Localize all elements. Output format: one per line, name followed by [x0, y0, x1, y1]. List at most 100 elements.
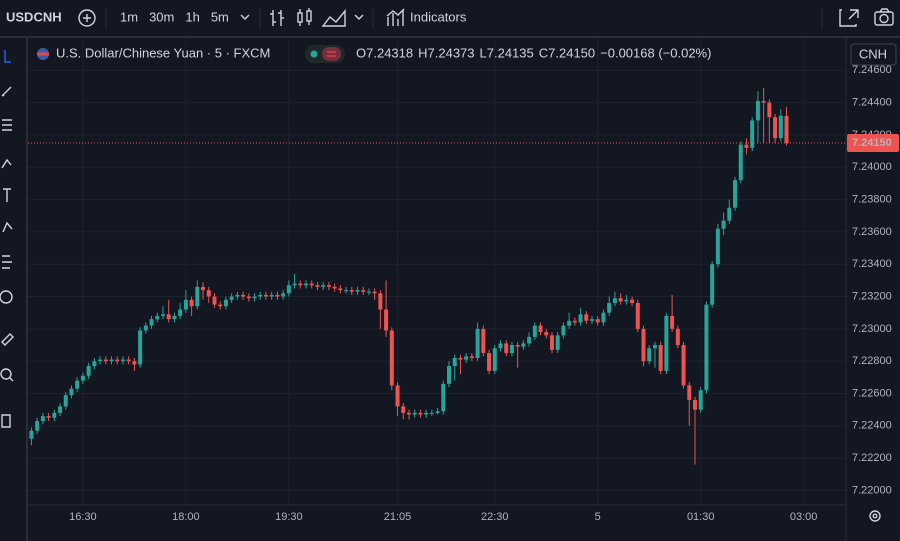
candle-body	[561, 325, 566, 336]
intervals: 1m 30m 1h 5m	[120, 9, 229, 24]
candle-body	[69, 388, 74, 396]
candle-body	[275, 294, 280, 297]
candle-body	[532, 325, 537, 337]
candle-body	[441, 383, 446, 412]
candle-body	[229, 296, 234, 300]
candle-body	[29, 430, 34, 439]
candle-body	[378, 293, 383, 310]
candle-body	[595, 319, 600, 323]
candle-body	[715, 228, 720, 265]
candle-body	[492, 348, 497, 371]
candle-body	[755, 101, 760, 121]
candle-body	[263, 294, 268, 297]
candle-body	[481, 328, 486, 354]
indicators-button[interactable]: Indicators	[386, 8, 467, 26]
market-badge-icon	[327, 51, 336, 57]
last-price-label: 7.24150	[852, 137, 892, 149]
candle-body	[241, 294, 246, 297]
candle-body	[475, 328, 480, 358]
symbol[interactable]: USDCNH	[6, 9, 62, 24]
candle-body	[246, 296, 251, 299]
candle-body	[572, 320, 577, 323]
candle-body	[670, 315, 675, 329]
x-tick-label: 18:00	[172, 511, 200, 523]
candle-style-button[interactable]	[297, 8, 312, 26]
candle-body	[361, 290, 366, 292]
interval-button[interactable]: 1h	[185, 9, 199, 24]
candle-body	[607, 303, 612, 313]
candle-body	[549, 335, 554, 350]
candle-body	[332, 286, 337, 289]
x-tick-label: 21:05	[384, 511, 412, 523]
candle-body	[767, 102, 772, 118]
top-toolbar	[0, 0, 900, 36]
candle-body	[447, 366, 452, 384]
candle-body	[692, 399, 697, 410]
grid: 7.22000 7.22200 7.22400 7.22600 7.22800 7.230…	[28, 38, 892, 523]
candle-body	[166, 314, 171, 320]
area-style-button[interactable]	[321, 9, 346, 27]
candle-body	[412, 412, 417, 415]
candle-body	[710, 264, 715, 305]
candle-body	[704, 304, 709, 391]
y-tick-label: 7.23000	[852, 323, 892, 335]
y-tick-label: 7.24600	[852, 64, 892, 76]
y-tick-label: 7.22000	[852, 484, 892, 496]
candle-body	[567, 320, 572, 326]
candle-body	[355, 290, 360, 292]
candle-body	[178, 309, 183, 316]
snapshot-button[interactable]	[874, 8, 894, 26]
candle-body	[429, 412, 434, 414]
add-symbol-button[interactable]	[78, 9, 96, 27]
candle-body	[286, 285, 291, 294]
interval-menu[interactable]	[240, 14, 250, 20]
candle-body	[309, 283, 314, 286]
candle-body	[401, 406, 406, 413]
candle-body	[635, 303, 640, 329]
chart-title: U.S. Dollar/Chinese Yuan · 5 · FXCM	[56, 45, 270, 60]
candle-body	[418, 412, 423, 415]
candle-body	[344, 290, 349, 292]
chart-type-menu[interactable]	[354, 14, 364, 20]
fullscreen-button[interactable]	[839, 9, 859, 27]
candle-body	[555, 335, 560, 350]
candle-body	[698, 390, 703, 410]
y-tick-label: 7.24400	[852, 97, 892, 109]
candle-body	[58, 406, 63, 413]
candle-body	[120, 359, 125, 362]
candle-body	[395, 385, 400, 407]
x-tick-label: 16:30	[69, 511, 97, 523]
candle-body	[641, 328, 646, 362]
candle-body	[778, 115, 783, 139]
candle-body	[115, 359, 120, 362]
candle-body	[498, 343, 503, 349]
candle-body	[384, 309, 389, 331]
currency-box[interactable]	[850, 43, 897, 66]
candle-body	[304, 283, 309, 286]
currency[interactable]: CNH	[859, 46, 887, 61]
candle-body	[721, 220, 726, 229]
candle-body	[527, 336, 532, 344]
interval-button[interactable]: 1m	[120, 9, 138, 24]
candle-body	[258, 294, 263, 297]
candle-body	[464, 356, 469, 360]
candle-body	[584, 314, 589, 321]
y-tick-label: 7.23400	[852, 258, 892, 270]
candle-body	[681, 345, 686, 386]
candle-body	[389, 330, 394, 386]
candle-body	[252, 296, 257, 299]
candle-body	[744, 144, 749, 148]
drawing-tools[interactable]	[0, 50, 14, 428]
interval-button[interactable]: 30m	[149, 9, 174, 24]
x-tick-label: 19:30	[275, 511, 303, 523]
bar-style-button[interactable]	[270, 10, 284, 26]
interval-button[interactable]: 5m	[211, 9, 229, 24]
indicators-label[interactable]: Indicators	[410, 9, 467, 24]
y-tick-label: 7.22600	[852, 387, 892, 399]
settings-button[interactable]	[869, 510, 881, 522]
candle-body	[652, 345, 657, 349]
candle-body	[46, 416, 51, 418]
candles	[29, 88, 789, 465]
candle-body	[298, 283, 303, 286]
candle-body	[281, 293, 286, 297]
